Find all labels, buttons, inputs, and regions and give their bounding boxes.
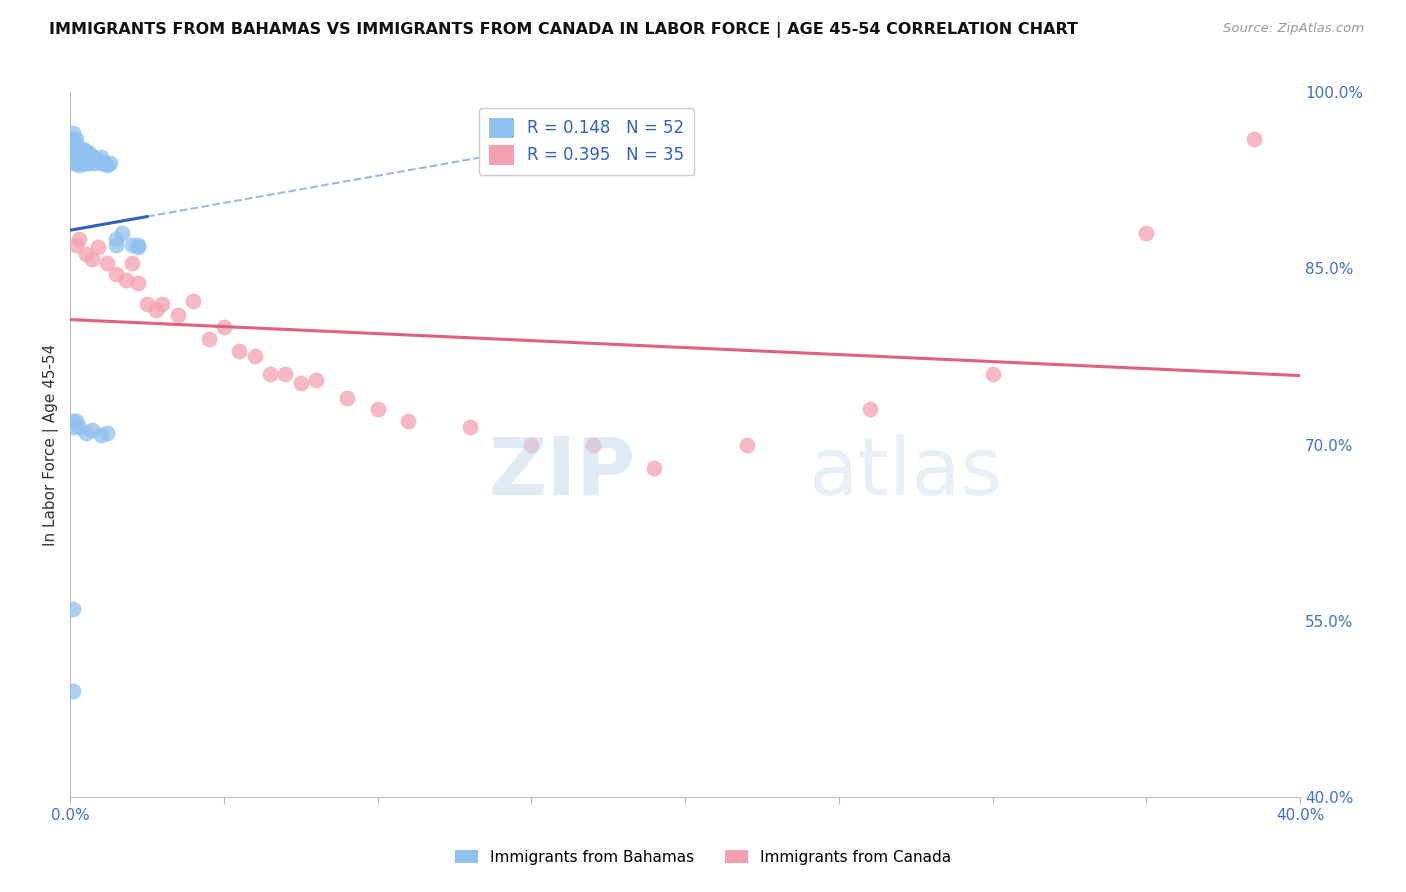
Point xyxy=(65,150,87,164)
Point xyxy=(72,156,94,170)
Point xyxy=(62,414,84,428)
Point xyxy=(643,461,665,475)
Point xyxy=(72,146,94,161)
Text: Source: ZipAtlas.com: Source: ZipAtlas.com xyxy=(1223,22,1364,36)
Point xyxy=(367,402,389,417)
Point xyxy=(274,367,297,381)
Point xyxy=(90,156,112,170)
Point xyxy=(212,320,235,334)
Point xyxy=(65,144,87,158)
Point xyxy=(69,144,91,158)
Point xyxy=(336,391,359,405)
Point xyxy=(65,132,87,146)
Point xyxy=(121,238,143,252)
Point xyxy=(90,428,112,442)
Point xyxy=(69,146,91,161)
Point xyxy=(83,156,105,170)
Point xyxy=(735,437,758,451)
Point xyxy=(105,268,128,282)
Point xyxy=(96,425,118,440)
Point xyxy=(69,158,91,172)
Point xyxy=(80,424,103,438)
Point xyxy=(62,420,84,434)
Point xyxy=(93,156,115,170)
Point xyxy=(62,144,84,158)
Point xyxy=(62,132,84,146)
Point xyxy=(166,309,188,323)
Point xyxy=(127,276,149,290)
Point xyxy=(72,142,94,156)
Point xyxy=(290,376,312,391)
Point xyxy=(77,156,100,170)
Point xyxy=(396,414,419,428)
Point xyxy=(65,414,87,428)
Point xyxy=(75,425,97,440)
Point xyxy=(72,151,94,165)
Point xyxy=(858,402,880,417)
Point xyxy=(83,151,105,165)
Point xyxy=(582,437,605,451)
Point xyxy=(520,437,543,451)
Point xyxy=(152,296,174,310)
Point xyxy=(62,127,84,141)
Point xyxy=(69,420,91,434)
Point xyxy=(105,238,128,252)
Point xyxy=(62,150,84,164)
Point xyxy=(80,252,103,266)
Point xyxy=(77,151,100,165)
Point xyxy=(228,343,250,358)
Point xyxy=(75,150,97,164)
Point xyxy=(1135,226,1157,240)
Legend: Immigrants from Bahamas, Immigrants from Canada: Immigrants from Bahamas, Immigrants from… xyxy=(449,844,957,871)
Point xyxy=(114,273,136,287)
Point xyxy=(90,150,112,164)
Point xyxy=(197,332,219,346)
Point xyxy=(75,156,97,170)
Point xyxy=(69,150,91,164)
Point xyxy=(62,602,84,616)
Point xyxy=(62,138,84,153)
Point xyxy=(981,367,1004,381)
Text: IMMIGRANTS FROM BAHAMAS VS IMMIGRANTS FROM CANADA IN LABOR FORCE | AGE 45-54 COR: IMMIGRANTS FROM BAHAMAS VS IMMIGRANTS FR… xyxy=(49,22,1078,38)
Y-axis label: In Labor Force | Age 45-54: In Labor Force | Age 45-54 xyxy=(44,343,59,546)
Point xyxy=(305,373,328,387)
Point xyxy=(145,302,167,317)
Legend: R = 0.148   N = 52, R = 0.395   N = 35: R = 0.148 N = 52, R = 0.395 N = 35 xyxy=(479,108,695,175)
Point xyxy=(69,156,91,170)
Point xyxy=(127,240,149,254)
Text: atlas: atlas xyxy=(808,434,1002,512)
Point xyxy=(80,153,103,168)
Point xyxy=(80,149,103,163)
Point xyxy=(181,294,204,309)
Point xyxy=(75,144,97,158)
Point xyxy=(96,255,118,269)
Point xyxy=(62,684,84,698)
Point xyxy=(98,156,121,170)
Text: ZIP: ZIP xyxy=(489,434,636,512)
Point xyxy=(1243,132,1265,146)
Point xyxy=(259,367,281,381)
Point xyxy=(105,232,128,246)
Point xyxy=(458,420,481,434)
Point xyxy=(65,156,87,170)
Point xyxy=(69,232,91,246)
Point xyxy=(75,247,97,261)
Point xyxy=(96,158,118,172)
Point xyxy=(136,296,159,310)
Point xyxy=(65,138,87,153)
Point xyxy=(87,240,110,254)
Point xyxy=(87,153,110,168)
Point xyxy=(62,156,84,170)
Point xyxy=(127,238,149,252)
Point xyxy=(65,238,87,252)
Point xyxy=(111,226,134,240)
Point xyxy=(121,255,143,269)
Point xyxy=(243,350,266,364)
Point xyxy=(77,146,100,161)
